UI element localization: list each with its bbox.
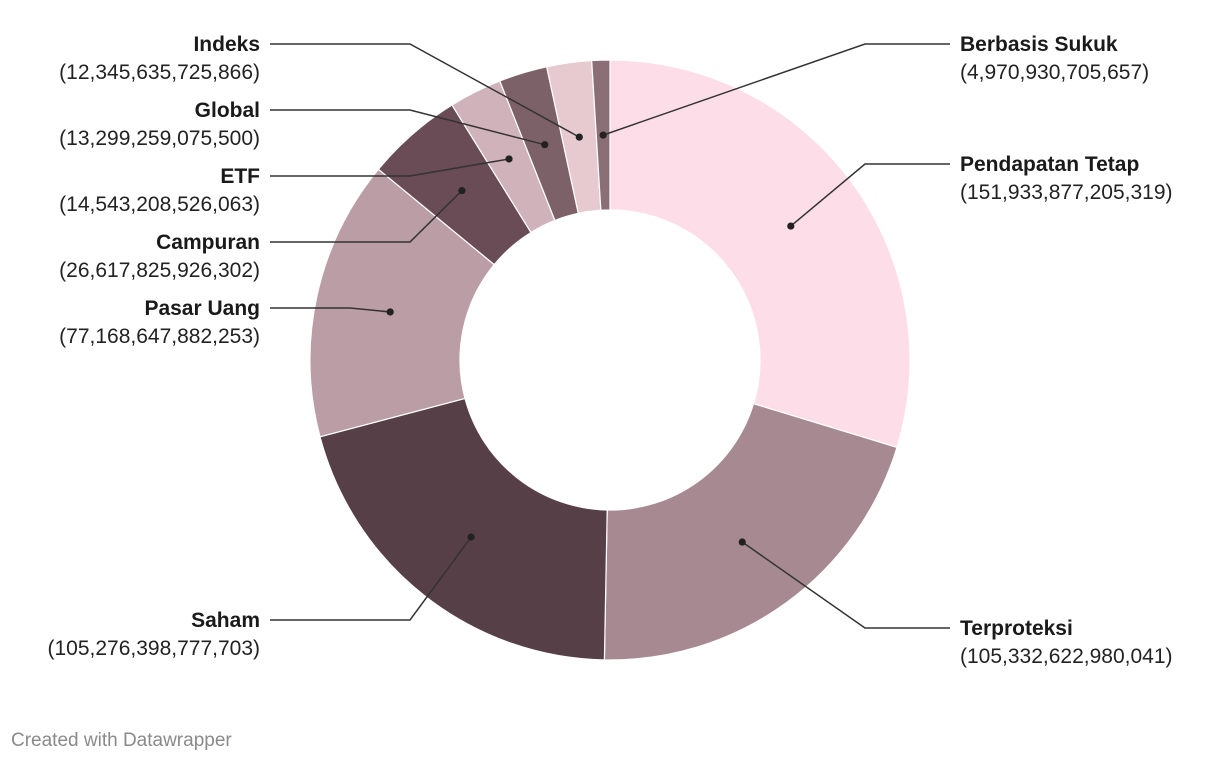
leader-dot-indeks <box>575 133 583 141</box>
slice-value-pendapatan-tetap: (151,933,877,205,319) <box>960 181 1173 204</box>
leader-line-campuran <box>270 190 463 243</box>
slice-label-campuran: Campuran <box>156 231 260 254</box>
slice-value-saham: (105,276,398,777,703) <box>47 637 260 660</box>
slice-labels: Pendapatan Tetap (151,933,877,205,319) Ter… <box>47 33 1172 668</box>
slice-label-terproteksi: Terproteksi <box>960 617 1073 640</box>
slice-label-berbasis-sukuk: Berbasis Sukuk <box>960 33 1118 56</box>
leader-line-pasar-uang <box>270 307 391 313</box>
leader-dot-etf <box>505 155 513 163</box>
leader-dot-campuran <box>458 186 466 195</box>
slice-pasar-uang <box>309 168 496 438</box>
slice-terproteksi <box>603 402 898 661</box>
slice-pendapatan-tetap <box>609 59 911 449</box>
leader-lines <box>270 43 950 629</box>
leader-line-indeks <box>270 43 580 138</box>
slice-value-terproteksi: (105,332,622,980,041) <box>960 645 1173 668</box>
slice-value-global: (13,299,259,075,500) <box>59 127 260 150</box>
slice-saham <box>319 397 608 661</box>
credit-text: Created with Datawrapper <box>11 730 232 751</box>
leader-line-berbasis-sukuk <box>602 43 950 136</box>
slice-label-etf: ETF <box>220 165 260 188</box>
leader-line-etf <box>270 158 510 177</box>
leader-line-global <box>270 109 545 146</box>
slice-label-indeks: Indeks <box>193 33 260 56</box>
leader-dot-terproteksi <box>738 538 746 546</box>
leader-line-pendapatan-tetap <box>790 163 950 227</box>
slice-label-pasar-uang: Pasar Uang <box>144 297 260 320</box>
slice-value-campuran: (26,617,825,926,302) <box>59 259 260 282</box>
slice-value-pasar-uang: (77,168,647,882,253) <box>59 325 260 348</box>
leader-dot-pendapatan-tetap <box>787 222 795 230</box>
slice-label-pendapatan-tetap: Pendapatan Tetap <box>960 153 1139 176</box>
leader-dot-pasar-uang <box>386 308 394 316</box>
slices <box>309 59 911 661</box>
slice-label-global: Global <box>195 99 260 122</box>
leader-dot-berbasis-sukuk <box>599 131 607 139</box>
slice-value-indeks: (12,345,635,725,866) <box>59 61 260 84</box>
leader-dot-saham <box>467 533 475 541</box>
leader-dot-global <box>541 141 549 149</box>
slice-value-berbasis-sukuk: (4,970,930,705,657) <box>960 61 1149 84</box>
slice-value-etf: (14,543,208,526,063) <box>59 193 260 216</box>
slice-label-saham: Saham <box>191 609 260 632</box>
leader-line-saham <box>270 536 472 621</box>
leader-line-terproteksi <box>741 541 950 629</box>
